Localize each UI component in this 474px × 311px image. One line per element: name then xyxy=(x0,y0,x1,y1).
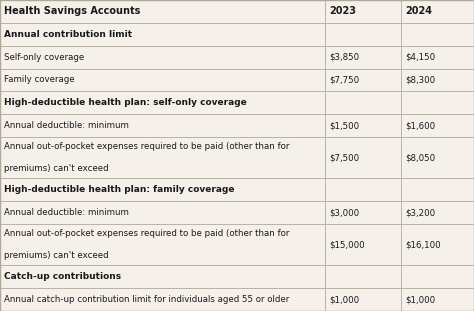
Text: High-deductible health plan: family coverage: High-deductible health plan: family cove… xyxy=(4,185,234,194)
Text: $3,000: $3,000 xyxy=(329,208,360,217)
Text: Annual out-of-pocket expenses required to be paid (other than for: Annual out-of-pocket expenses required t… xyxy=(4,229,289,238)
Text: Health Savings Accounts: Health Savings Accounts xyxy=(4,7,140,16)
Text: $3,200: $3,200 xyxy=(405,208,436,217)
Bar xyxy=(0,23,474,46)
Text: $8,300: $8,300 xyxy=(405,76,436,85)
Text: Annual catch-up contribution limit for individuals aged 55 or older: Annual catch-up contribution limit for i… xyxy=(4,295,289,304)
Text: 2024: 2024 xyxy=(405,7,432,16)
Bar xyxy=(0,91,474,114)
Text: Annual out-of-pocket expenses required to be paid (other than for: Annual out-of-pocket expenses required t… xyxy=(4,142,289,151)
Text: $1,000: $1,000 xyxy=(405,295,436,304)
Text: $7,750: $7,750 xyxy=(329,76,360,85)
Text: Family coverage: Family coverage xyxy=(4,76,74,85)
Text: $8,050: $8,050 xyxy=(405,153,436,162)
Bar xyxy=(0,46,474,68)
Bar xyxy=(0,114,474,137)
Text: $1,500: $1,500 xyxy=(329,121,360,130)
Text: $1,000: $1,000 xyxy=(329,295,360,304)
Text: High-deductible health plan: self-only coverage: High-deductible health plan: self-only c… xyxy=(4,98,246,107)
Bar xyxy=(0,137,474,178)
Text: premiums) can't exceed: premiums) can't exceed xyxy=(4,164,109,173)
Bar xyxy=(0,68,474,91)
Text: Annual deductible: minimum: Annual deductible: minimum xyxy=(4,121,128,130)
Text: Annual deductible: minimum: Annual deductible: minimum xyxy=(4,208,128,217)
Text: Self-only coverage: Self-only coverage xyxy=(4,53,84,62)
Bar xyxy=(0,265,474,288)
Text: Annual contribution limit: Annual contribution limit xyxy=(4,30,132,39)
Bar xyxy=(0,178,474,201)
Bar xyxy=(0,288,474,311)
Bar xyxy=(0,0,474,23)
Text: Catch-up contributions: Catch-up contributions xyxy=(4,272,121,281)
Text: $4,150: $4,150 xyxy=(405,53,436,62)
Text: premiums) can't exceed: premiums) can't exceed xyxy=(4,251,109,260)
Text: 2023: 2023 xyxy=(329,7,356,16)
Text: $15,000: $15,000 xyxy=(329,240,365,249)
Text: $3,850: $3,850 xyxy=(329,53,360,62)
Bar xyxy=(0,201,474,224)
Bar xyxy=(0,224,474,265)
Text: $1,600: $1,600 xyxy=(405,121,436,130)
Text: $7,500: $7,500 xyxy=(329,153,360,162)
Text: $16,100: $16,100 xyxy=(405,240,441,249)
